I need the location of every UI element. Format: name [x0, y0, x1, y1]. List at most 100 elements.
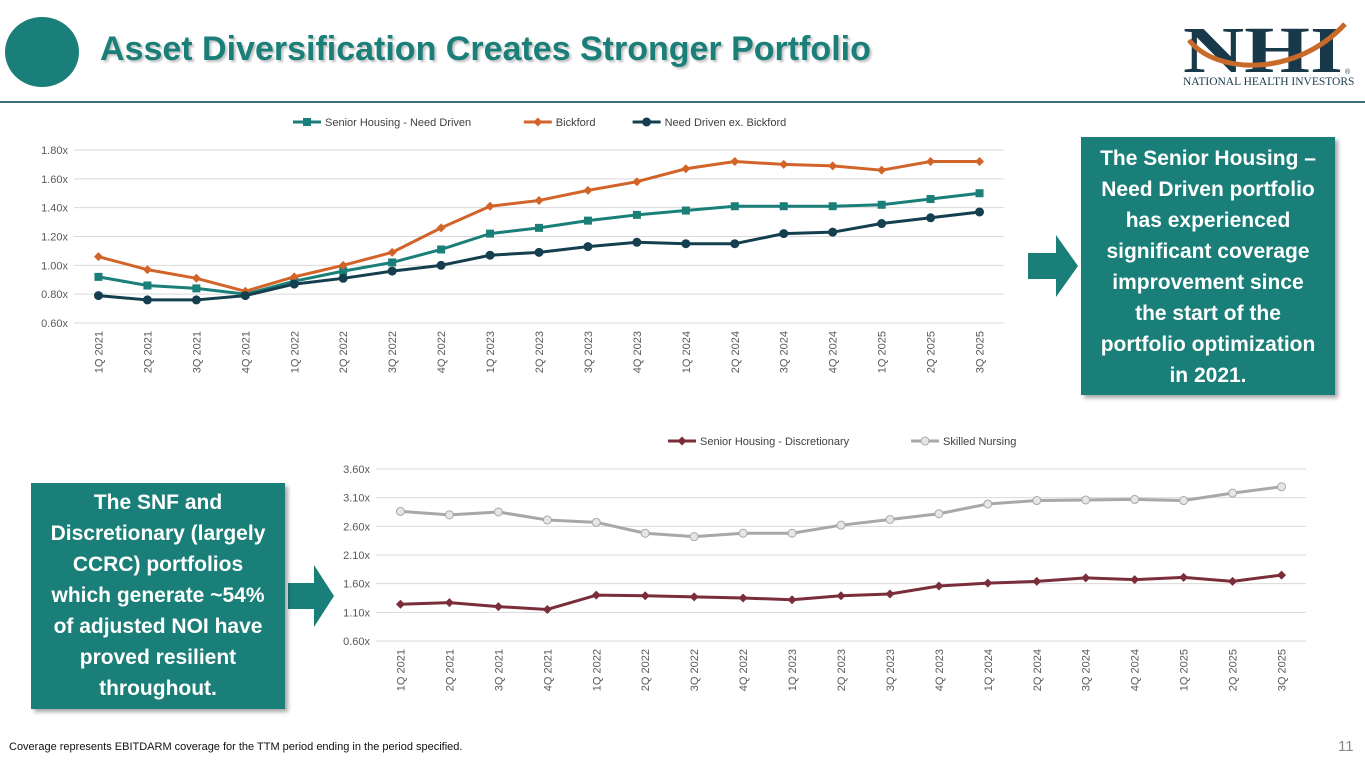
data-point [885, 589, 895, 599]
y-tick-label: 1.60x [41, 174, 68, 186]
data-point [192, 284, 201, 293]
data-point [542, 515, 552, 525]
title-bullet-circle [5, 17, 79, 87]
legend-marker [677, 436, 687, 446]
data-point [338, 273, 348, 283]
need-driven-callout: The Senior Housing – Need Driven portfol… [1081, 137, 1335, 395]
x-tick-label: 3Q 2025 [975, 331, 987, 373]
data-point [395, 599, 405, 609]
data-point [93, 291, 103, 301]
callout-line: the start of the [1135, 302, 1281, 325]
data-point [681, 164, 691, 174]
data-point [779, 229, 789, 239]
x-tick-label: 1Q 2023 [787, 649, 799, 691]
page-number: 11 [1338, 738, 1354, 755]
data-point [779, 202, 788, 211]
x-tick-label: 4Q 2021 [240, 331, 252, 373]
x-tick-label: 3Q 2023 [583, 331, 595, 373]
data-point [926, 195, 935, 204]
y-tick-label: 3.10x [343, 493, 370, 505]
data-point [1081, 495, 1091, 505]
data-point [689, 532, 699, 542]
x-tick-label: 2Q 2025 [926, 331, 938, 373]
data-point [877, 200, 886, 209]
x-tick-label: 3Q 2021 [191, 331, 203, 373]
data-point [93, 252, 103, 262]
x-tick-label: 3Q 2022 [387, 331, 399, 373]
y-tick-label: 2.10x [343, 550, 370, 562]
callout-line: Discretionary (largely [50, 522, 266, 545]
x-tick-label: 1Q 2022 [591, 649, 603, 691]
x-tick-label: 2Q 2022 [640, 649, 652, 691]
y-tick-label: 1.40x [41, 203, 68, 215]
data-point [681, 206, 690, 215]
callout-line: CCRC) portfolios [72, 553, 244, 576]
x-tick-label: 1Q 2022 [289, 331, 301, 373]
x-tick-label: 4Q 2023 [934, 649, 946, 691]
x-tick-label: 3Q 2021 [493, 649, 505, 691]
callout-line: significant coverage [1106, 240, 1310, 263]
data-point [689, 592, 699, 602]
callout-line: throughout. [99, 677, 217, 700]
callout-line: portfolio optimization [1100, 333, 1316, 356]
data-point [640, 591, 650, 601]
title-divider [0, 101, 1365, 103]
data-point [1081, 573, 1091, 583]
callout-line: in 2021. [1169, 364, 1247, 387]
data-point [730, 202, 739, 211]
data-point [583, 185, 593, 195]
legend-label: Bickford [556, 117, 596, 129]
data-point [444, 510, 454, 520]
data-point [934, 509, 944, 519]
arrow-right-icon [288, 565, 334, 627]
series-line [98, 191, 980, 296]
y-tick-label: 1.00x [41, 260, 68, 272]
arrow-right-icon [1028, 235, 1078, 297]
x-tick-label: 2Q 2021 [142, 331, 154, 373]
data-point [926, 213, 936, 223]
x-tick-label: 4Q 2024 [828, 331, 840, 373]
y-tick-label: 1.60x [343, 579, 370, 591]
nhi-logo: NHI ® [1183, 14, 1351, 87]
x-tick-label: 1Q 2025 [877, 331, 889, 373]
x-tick-label: 1Q 2024 [681, 331, 693, 373]
data-point [877, 165, 887, 175]
data-point [94, 272, 103, 281]
data-point [983, 578, 993, 588]
x-tick-label: 3Q 2025 [1277, 649, 1289, 691]
data-point [142, 295, 152, 305]
data-point [493, 602, 503, 612]
x-tick-label: 2Q 2021 [444, 649, 456, 691]
data-point [738, 528, 748, 538]
data-point [591, 517, 601, 527]
x-tick-label: 2Q 2024 [1032, 649, 1044, 691]
logo-swoosh-icon [1187, 22, 1347, 68]
data-point [387, 247, 397, 257]
data-point [143, 281, 152, 290]
y-tick-label: 2.60x [343, 521, 370, 533]
callout-line: of adjusted NOI have [53, 615, 263, 638]
y-tick-label: 0.80x [41, 289, 68, 301]
data-point [437, 245, 446, 254]
logo-registered: ® [1345, 68, 1351, 76]
data-point [787, 528, 797, 538]
data-point [828, 202, 837, 211]
data-point [436, 223, 446, 233]
y-tick-label: 3.60x [343, 464, 370, 476]
data-point [142, 265, 152, 275]
data-point [1032, 576, 1042, 586]
data-point [289, 279, 299, 289]
data-point [493, 507, 503, 517]
y-tick-label: 1.80x [41, 145, 68, 157]
legend-marker [642, 117, 652, 127]
data-point [191, 295, 201, 305]
callout-line: Need Driven portfolio [1101, 178, 1315, 201]
y-tick-label: 1.20x [41, 232, 68, 244]
data-point [738, 593, 748, 603]
data-point [1179, 496, 1189, 506]
data-point [836, 591, 846, 601]
need-driven-coverage-chart: 0.60x 0.80x 1.00x 1.20x 1.40x 1.60x 1.80x 1Q 20… [41, 117, 1004, 373]
legend-label: Senior Housing - Need Driven [325, 117, 471, 129]
x-tick-label: 3Q 2022 [689, 649, 701, 691]
x-tick-label: 1Q 2021 [395, 649, 407, 691]
